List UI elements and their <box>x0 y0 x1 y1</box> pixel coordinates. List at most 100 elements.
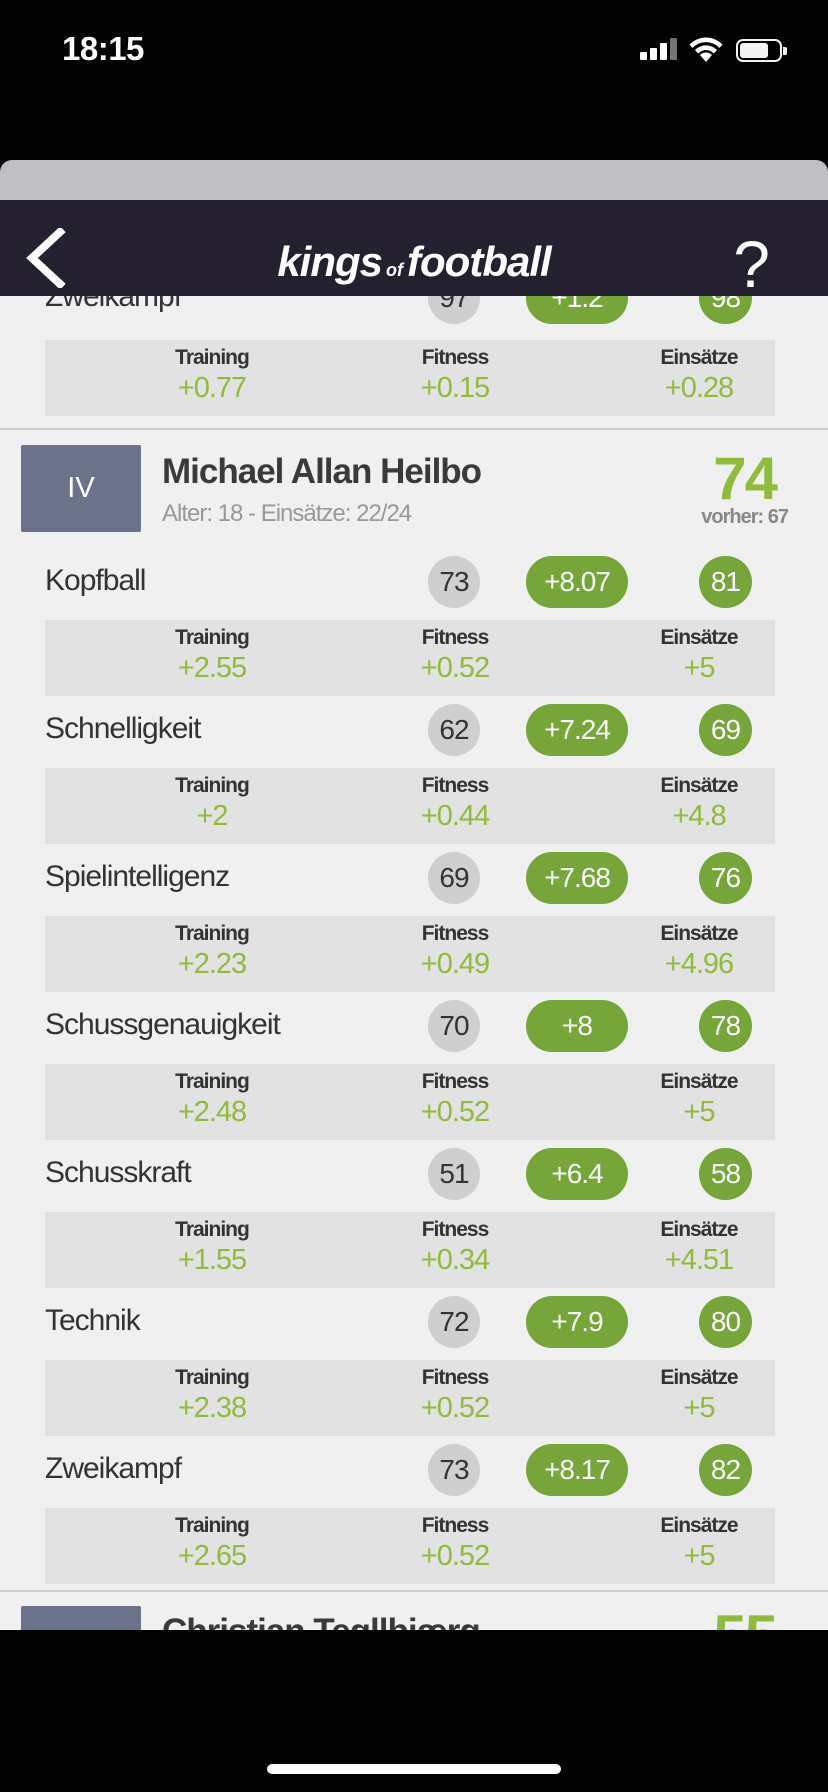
battery-icon <box>736 39 787 62</box>
einsaetze-label: Einsätze <box>660 1514 738 1537</box>
stat-name: Spielintelligenz <box>45 860 230 893</box>
status-bar: 18:15 <box>0 0 828 100</box>
next-player-name[interactable]: Christian Tegllbjærg <box>162 1612 481 1630</box>
delta-badge: +7.24 <box>526 704 628 756</box>
einsaetze-label: Einsätze <box>660 1218 738 1241</box>
position-badge: IV <box>21 445 141 532</box>
einsaetze-value: +4.8 <box>672 800 726 832</box>
player-meta: Alter: 18 - Einsätze: 22/24 <box>162 500 412 527</box>
training-label: Training <box>175 922 250 945</box>
stat-name: Technik <box>45 1304 141 1337</box>
einsaetze-value: +5 <box>683 1392 715 1424</box>
stat-breakdown: Training +0.77 Fitness +0.15 Einsätze +0.28 <box>45 340 775 416</box>
back-chevron-icon[interactable] <box>22 228 72 288</box>
einsaetze-label: Einsätze <box>660 1070 738 1093</box>
old-value-badge: 69 <box>428 852 480 904</box>
stat-name: Schussgenauigkeit <box>45 1008 281 1041</box>
stat-name: Schusskraft <box>45 1156 192 1189</box>
fitness-value: +0.52 <box>420 1392 490 1424</box>
fitness-label: Fitness <box>421 922 490 945</box>
previous-rating: vorher: 67 <box>701 506 789 528</box>
position-badge <box>21 1606 141 1630</box>
einsaetze-value: +5 <box>683 1540 715 1572</box>
app-logo: kings offootball <box>277 238 551 285</box>
old-value-badge: 73 <box>428 556 480 608</box>
fitness-value: +0.49 <box>420 948 490 980</box>
stat-breakdown: Training +2.65 Fitness +0.52 Einsätze +5 <box>45 1508 775 1584</box>
stat-breakdown: Training +1.55 Fitness +0.34 Einsätze +4.51 <box>45 1212 775 1288</box>
old-value-badge: 70 <box>428 1000 480 1052</box>
wifi-icon <box>689 37 723 62</box>
divider <box>0 428 828 430</box>
stat-row: Technik 72 +7.9 80 <box>0 1292 828 1352</box>
sheet-handle-area <box>0 160 828 200</box>
delta-badge: +1.2 <box>526 296 628 324</box>
training-label: Training <box>175 1514 250 1537</box>
training-value: +2 <box>196 800 228 832</box>
stat-row: Schnelligkeit 62 +7.24 69 <box>0 700 828 760</box>
training-label: Training <box>175 1218 250 1241</box>
einsaetze-value: +0.28 <box>664 372 734 404</box>
training-value: +2.38 <box>177 1392 247 1424</box>
einsaetze-label: Einsätze <box>660 346 738 369</box>
einsaetze-label: Einsätze <box>660 774 738 797</box>
delta-badge: +6.4 <box>526 1148 628 1200</box>
stat-row: Zweikampf 73 +8.17 82 <box>0 1440 828 1500</box>
home-indicator[interactable] <box>267 1764 561 1774</box>
stat-row: Schusskraft 51 +6.4 58 <box>0 1144 828 1204</box>
stat-name: Kopfball <box>45 564 146 597</box>
training-value: +2.65 <box>177 1540 247 1572</box>
stat-row: Schussgenauigkeit 70 +8 78 <box>0 996 828 1056</box>
training-label: Training <box>175 346 250 369</box>
new-value-badge: 80 <box>699 1296 752 1348</box>
fitness-label: Fitness <box>421 626 490 649</box>
stat-breakdown: Training +2 Fitness +0.44 Einsätze +4.8 <box>45 768 775 844</box>
fitness-value: +0.52 <box>420 652 490 684</box>
fitness-label: Fitness <box>421 774 490 797</box>
einsaetze-value: +4.51 <box>664 1244 734 1276</box>
fitness-value: +0.15 <box>420 372 490 404</box>
delta-badge: +8.17 <box>526 1444 628 1496</box>
new-value-badge: 82 <box>699 1444 752 1496</box>
player-rating: 74 <box>713 445 778 512</box>
fitness-label: Fitness <box>421 1514 490 1537</box>
fitness-value: +0.44 <box>420 800 490 832</box>
delta-badge: +7.9 <box>526 1296 628 1348</box>
old-value-badge: 72 <box>428 1296 480 1348</box>
training-value: +1.55 <box>177 1244 247 1276</box>
training-value: +0.77 <box>177 372 247 404</box>
stat-name: Zweikampf <box>45 296 182 313</box>
einsaetze-label: Einsätze <box>660 922 738 945</box>
player-name[interactable]: Michael Allan Heilbo <box>162 452 482 491</box>
stat-breakdown: Training +2.23 Fitness +0.49 Einsätze +4.96 <box>45 916 775 992</box>
training-value: +2.23 <box>177 948 247 980</box>
stat-name: Zweikampf <box>45 1452 182 1485</box>
divider <box>0 1590 828 1592</box>
new-value-badge: 76 <box>699 852 752 904</box>
einsaetze-value: +4.96 <box>664 948 734 980</box>
next-player-rating: 55 <box>713 1602 778 1630</box>
stat-name: Schnelligkeit <box>45 712 201 745</box>
fitness-label: Fitness <box>421 346 490 369</box>
delta-badge: +8.07 <box>526 556 628 608</box>
delta-badge: +8 <box>526 1000 628 1052</box>
stat-breakdown: Training +2.55 Fitness +0.52 Einsätze +5 <box>45 620 775 696</box>
stat-breakdown: Training +2.38 Fitness +0.52 Einsätze +5 <box>45 1360 775 1436</box>
help-button[interactable]: ? <box>733 227 770 301</box>
old-value-badge: 97 <box>428 296 480 324</box>
einsaetze-value: +5 <box>683 1096 715 1128</box>
player-progress-list[interactable]: Zweikampf 97 +1.2 98 Training +0.77 Fitne… <box>0 296 828 1630</box>
fitness-value: +0.52 <box>420 1540 490 1572</box>
delta-badge: +7.68 <box>526 852 628 904</box>
stat-row: Kopfball 73 +8.07 81 <box>0 552 828 612</box>
stat-breakdown: Training +2.48 Fitness +0.52 Einsätze +5 <box>45 1064 775 1140</box>
einsaetze-value: +5 <box>683 652 715 684</box>
new-value-badge: 81 <box>699 556 752 608</box>
old-value-badge: 51 <box>428 1148 480 1200</box>
fitness-value: +0.34 <box>420 1244 490 1276</box>
training-label: Training <box>175 626 250 649</box>
stat-row: Zweikampf 97 +1.2 98 <box>0 296 828 328</box>
new-value-badge: 69 <box>699 704 752 756</box>
old-value-badge: 73 <box>428 1444 480 1496</box>
new-value-badge: 58 <box>699 1148 752 1200</box>
